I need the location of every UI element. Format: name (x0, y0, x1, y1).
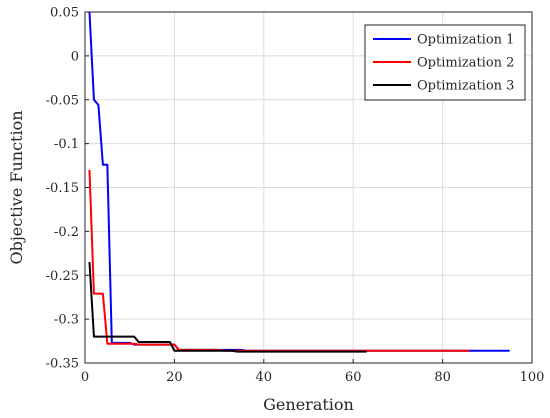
y-tick-label: -0.35 (46, 357, 79, 372)
y-tick-label: -0.3 (54, 313, 79, 328)
y-tick-label: -0.2 (54, 225, 79, 240)
axis-ticks: 0 20 40 60 80 100 0.05 0 -0.05 -0.1 -0.15 -0.2 -0.25… (46, 6, 545, 386)
series-line-3 (88, 262, 367, 353)
legend-label-1: Optimization 1 (417, 33, 514, 48)
y-tick-label: -0.25 (46, 269, 79, 284)
x-axis-title: Generation (263, 395, 354, 414)
legend-label-2: Optimization 2 (417, 56, 514, 71)
series-line-2 (88, 169, 470, 352)
y-tick-label: -0.15 (46, 181, 79, 196)
legend-label-3: Optimization 3 (417, 79, 514, 94)
x-tick-label: 80 (434, 370, 451, 385)
x-tick-label: 100 (520, 370, 545, 385)
x-tick-label: 60 (345, 370, 362, 385)
y-tick-label: -0.05 (46, 93, 79, 108)
y-tick-label: 0 (71, 49, 79, 64)
y-axis-title: Objective Function (7, 110, 26, 264)
x-tick-label: 0 (81, 370, 89, 385)
series-lines (88, 11, 510, 353)
x-tick-label: 20 (166, 370, 183, 385)
y-tick-label: -0.1 (54, 137, 79, 152)
legend: Optimization 1 Optimization 2 Optimization… (364, 24, 526, 101)
y-tick-label: 0.05 (50, 6, 79, 21)
x-tick-label: 40 (256, 370, 273, 385)
